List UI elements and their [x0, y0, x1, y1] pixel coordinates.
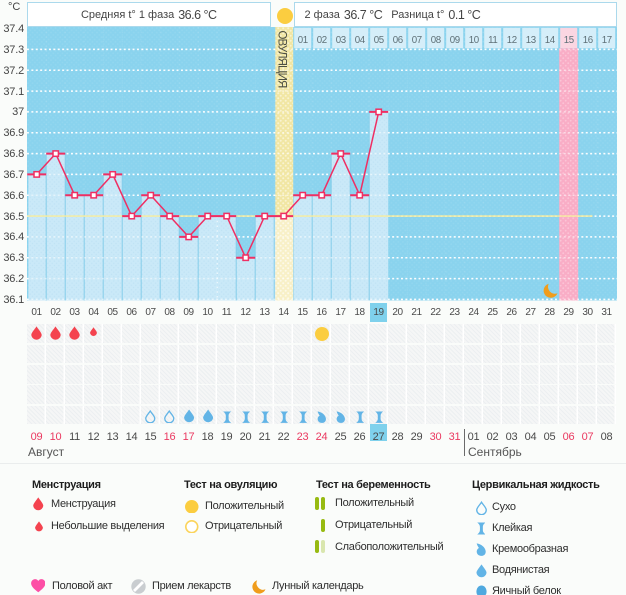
svg-text:17: 17: [602, 35, 612, 46]
svg-text:10: 10: [469, 35, 480, 46]
svg-text:14: 14: [545, 35, 556, 46]
svg-text:01: 01: [298, 35, 308, 46]
svg-text:12: 12: [507, 35, 517, 46]
svg-text:09: 09: [450, 35, 460, 46]
svg-text:02: 02: [317, 35, 327, 46]
svg-text:04: 04: [355, 35, 366, 46]
svg-text:13: 13: [526, 35, 536, 46]
svg-text:11: 11: [488, 35, 497, 46]
svg-text:07: 07: [412, 35, 422, 46]
svg-text:05: 05: [374, 35, 384, 46]
svg-text:08: 08: [431, 35, 441, 46]
svg-text:15: 15: [564, 35, 574, 46]
svg-text:06: 06: [393, 35, 403, 46]
svg-text:16: 16: [583, 35, 593, 46]
svg-text:ОВУЛЯЦИЯ: ОВУЛЯЦИЯ: [276, 31, 288, 88]
svg-text:03: 03: [336, 35, 346, 46]
